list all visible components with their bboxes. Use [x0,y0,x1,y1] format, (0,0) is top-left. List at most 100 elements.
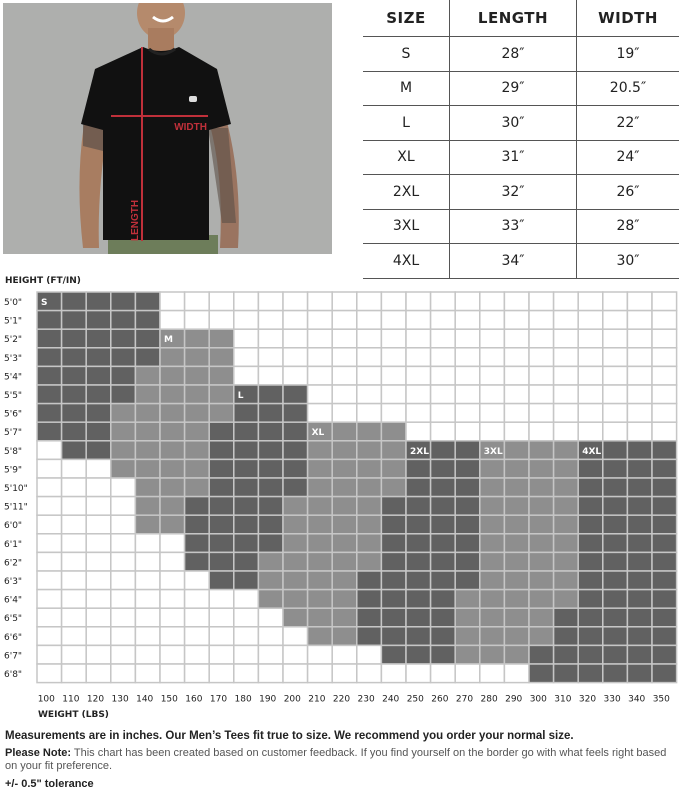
y-tick-label: 5'4" [4,372,22,382]
cell-empty [528,402,555,423]
cell-3xl [552,495,579,516]
cell-empty [356,644,383,665]
cell-empty [552,365,579,386]
cell-xl [282,514,309,535]
cell-2xl [356,588,383,609]
cell-empty [479,347,506,368]
cell-empty [306,347,333,368]
cell-2xl [380,644,407,665]
cell-empty [454,309,481,330]
cell-length: 30″ [449,105,577,141]
cell-3xl [454,626,481,647]
cell-empty [331,309,358,330]
cell-4xl [577,514,604,535]
cell-empty [306,365,333,386]
cell-3xl [503,458,530,479]
cell-xl [331,421,358,442]
cell-size: M [363,71,450,106]
x-tick-label: 160 [185,695,202,705]
cell-s [110,309,137,330]
cell-empty [429,309,456,330]
cell-xl [282,588,309,609]
cell-3xl [479,477,506,498]
cell-xl [356,458,383,479]
cell-l [282,384,309,405]
cell-2xl [429,495,456,516]
cell-empty [208,644,235,665]
cell-4xl [651,644,678,665]
x-tick-label: 270 [456,695,473,705]
cell-empty [626,347,653,368]
cell-3xl [454,644,481,665]
cell-empty [60,495,87,516]
cell-l [233,402,260,423]
cell-empty [602,309,629,330]
cell-empty [208,663,235,684]
cell-l [208,440,235,461]
y-tick-label: 5'6" [4,410,22,420]
cell-length: 29″ [449,71,577,106]
cell-empty [208,291,235,312]
cell-2xl [380,570,407,591]
cell-empty [159,607,186,628]
cell-2xl [454,570,481,591]
cell-l [233,458,260,479]
cell-empty [552,402,579,423]
cell-4xl [577,458,604,479]
cell-empty [626,309,653,330]
cell-4xl [602,551,629,572]
cell-4xl [602,440,629,461]
y-tick-label: 5'8" [4,447,22,457]
cell-s [110,347,137,368]
cell-3xl [528,626,555,647]
cell-empty [306,309,333,330]
cell-3xl [479,588,506,609]
cell-empty [306,291,333,312]
size-measurement-table: SIZE LENGTH WIDTH S 28″ 19″ M 29″ 20.5″ L 30″ 22… [363,0,679,279]
model-photo: WIDTH LENGTH [3,3,332,254]
cell-4xl [602,477,629,498]
cell-empty [479,309,506,330]
cell-4xl [577,644,604,665]
cell-m [159,477,186,498]
cell-3xl [552,551,579,572]
cell-empty [626,365,653,386]
cell-empty [282,626,309,647]
cell-4xl [602,533,629,554]
cell-l [282,458,309,479]
cell-2xl [405,644,432,665]
cell-empty [85,551,112,572]
cell-empty [380,291,407,312]
cell-2xl [405,588,432,609]
cell-xl [356,533,383,554]
tolerance-note: +/- 0.5" tolerance [5,778,94,790]
cell-m [183,421,210,442]
cell-empty [503,663,530,684]
cell-empty [159,570,186,591]
x-tick-label: 260 [431,695,448,705]
cell-empty [134,570,161,591]
cell-empty [651,347,678,368]
cell-empty [36,514,63,535]
cell-s [60,365,87,386]
cell-xl [356,440,383,461]
y-tick-label: 5'5" [4,391,22,401]
cell-empty [356,365,383,386]
cell-empty [479,421,506,442]
cell-xl [306,607,333,628]
cell-empty [183,663,210,684]
cell-m [208,328,235,349]
cell-empty [85,644,112,665]
cell-empty [552,384,579,405]
cell-empty [85,588,112,609]
cell-empty [552,291,579,312]
cell-empty [110,477,137,498]
cell-xl [331,514,358,535]
cell-empty [36,440,63,461]
cell-empty [651,402,678,423]
cell-3xl [552,588,579,609]
cell-2xl [405,533,432,554]
cell-size: 3XL [363,209,450,244]
cell-2xl [405,626,432,647]
cell-empty [479,663,506,684]
